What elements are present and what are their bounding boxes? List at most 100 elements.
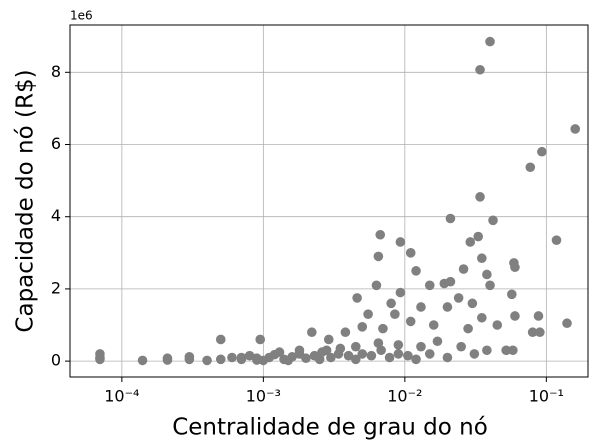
scatter-point bbox=[439, 278, 450, 289]
scatter-point bbox=[403, 350, 413, 361]
scatter-point bbox=[393, 340, 404, 350]
scatter-point bbox=[416, 341, 426, 352]
scatter-point bbox=[386, 298, 396, 309]
x-tick-label: 10⁻² bbox=[387, 387, 422, 406]
scatter-point bbox=[363, 309, 373, 319]
scatter-point bbox=[485, 36, 495, 47]
y-tick-label: 4 bbox=[51, 206, 61, 225]
scatter-point bbox=[411, 266, 421, 276]
scatter-point bbox=[252, 355, 262, 365]
scatter-point bbox=[375, 229, 386, 240]
scatter-point bbox=[492, 320, 503, 330]
scatter-point bbox=[477, 312, 487, 323]
scatter-point bbox=[469, 349, 480, 359]
scatter-point bbox=[458, 264, 469, 274]
scatter-point bbox=[373, 251, 384, 262]
scatter-point bbox=[570, 124, 581, 134]
scatter-point bbox=[162, 353, 173, 364]
scatter-point bbox=[428, 320, 439, 330]
scatter-point bbox=[390, 309, 400, 319]
y-axis-label: Capacidade do nó (R$) bbox=[13, 69, 39, 332]
scatter-point bbox=[533, 311, 544, 321]
scatter-point bbox=[326, 352, 336, 363]
scatter-point bbox=[371, 280, 382, 291]
scatter-point bbox=[525, 162, 536, 173]
scatter-point bbox=[269, 349, 280, 360]
scatter-point bbox=[373, 338, 384, 348]
y-tick-label: 6 bbox=[51, 134, 61, 153]
scatter-point bbox=[482, 269, 492, 280]
plot-frame bbox=[69, 24, 589, 378]
scatter-point bbox=[227, 352, 237, 363]
scatter-point bbox=[357, 322, 368, 332]
x-tick-label: 10⁻³ bbox=[246, 387, 281, 406]
scatter-point bbox=[424, 280, 435, 291]
scatter-point bbox=[283, 355, 294, 366]
scatter-point bbox=[395, 287, 406, 298]
scatter-point bbox=[236, 352, 247, 363]
scatter-point bbox=[485, 280, 495, 291]
scatter-point bbox=[467, 298, 478, 309]
scatter-point bbox=[445, 213, 456, 224]
scatter-point bbox=[307, 327, 317, 338]
scatter-point bbox=[488, 215, 498, 226]
y-tick-label: 8 bbox=[51, 62, 61, 81]
scatter-point bbox=[405, 248, 416, 258]
scatter-point bbox=[501, 345, 511, 356]
scatter-point bbox=[456, 341, 466, 352]
scatter-point bbox=[350, 354, 361, 365]
scatter-point bbox=[535, 327, 545, 338]
y-offset-label: 1e6 bbox=[70, 9, 93, 23]
x-tick-label: 10⁻⁴ bbox=[104, 387, 139, 406]
scatter-point bbox=[202, 355, 212, 366]
scatter-point bbox=[432, 336, 443, 347]
scatter-point bbox=[352, 293, 362, 303]
scatter-point bbox=[482, 345, 492, 356]
scatter-point bbox=[215, 334, 226, 345]
scatter-point bbox=[506, 289, 517, 300]
scatter-point bbox=[411, 354, 421, 365]
scatter-point bbox=[551, 235, 562, 245]
x-tick-label: 10⁻¹ bbox=[529, 387, 564, 406]
scatter-point bbox=[473, 231, 484, 242]
scatter-point bbox=[416, 302, 426, 312]
scatter-point bbox=[475, 192, 485, 202]
scatter-point bbox=[314, 354, 325, 365]
scatter-point bbox=[453, 293, 464, 303]
scatter-point bbox=[510, 311, 520, 321]
scatter-point bbox=[463, 323, 473, 334]
scatter-point bbox=[537, 146, 547, 157]
scatter-point bbox=[376, 345, 386, 356]
scatter-point bbox=[477, 253, 487, 264]
scatter-point bbox=[465, 237, 476, 247]
scatter-point bbox=[378, 323, 388, 334]
scatter-point bbox=[405, 316, 416, 327]
scatter-point bbox=[323, 334, 334, 345]
y-tick-label: 2 bbox=[51, 278, 61, 297]
scatter-point bbox=[366, 350, 377, 361]
scatter-point bbox=[343, 350, 354, 361]
x-axis-label: Centralidade de grau do nó bbox=[172, 415, 488, 441]
scatter-point bbox=[357, 349, 368, 359]
scatter-point bbox=[350, 341, 361, 352]
y-tick-label: 0 bbox=[51, 351, 61, 370]
scatter-point bbox=[255, 334, 266, 345]
scatter-point bbox=[510, 262, 520, 273]
scatter-point bbox=[527, 327, 538, 338]
scatter-point bbox=[215, 354, 226, 365]
scatter-point bbox=[340, 327, 351, 338]
scatter-point bbox=[562, 318, 572, 329]
scatter-point bbox=[333, 349, 344, 359]
scatter-point bbox=[508, 345, 518, 356]
scatter-point bbox=[424, 349, 435, 359]
scatter-point bbox=[244, 350, 255, 361]
scatter-point bbox=[393, 349, 404, 359]
scatter-point bbox=[95, 352, 105, 363]
scatter-point bbox=[184, 351, 195, 362]
scatter-point bbox=[384, 352, 395, 363]
scatter-point bbox=[301, 353, 311, 364]
scatter-point bbox=[395, 237, 406, 247]
scatter-point bbox=[475, 64, 485, 75]
scatter-point bbox=[317, 347, 327, 357]
